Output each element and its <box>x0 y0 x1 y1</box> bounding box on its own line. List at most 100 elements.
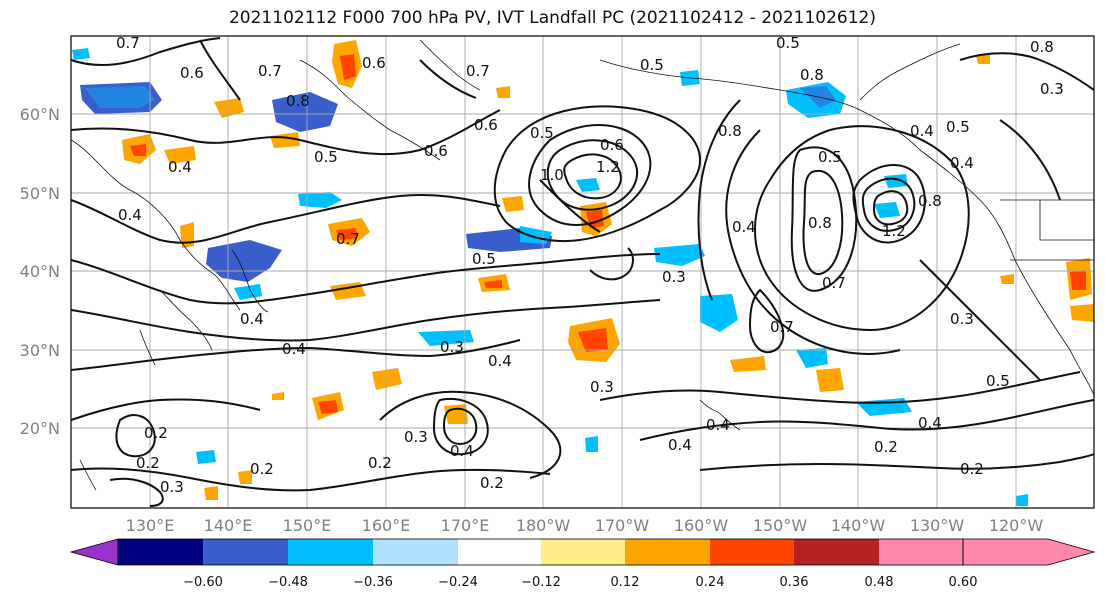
contour-label: 0.3 <box>160 478 184 496</box>
latitude-labels: 60°N 50°N 40°N 30°N 20°N <box>20 105 60 438</box>
contour-label: 0.5 <box>946 118 970 136</box>
contour-label: 0.3 <box>404 428 428 446</box>
contour-label: 0.5 <box>986 372 1010 390</box>
colorbar-segment <box>794 539 879 565</box>
contour-label: 0.7 <box>770 318 794 336</box>
contour-label: 0.4 <box>732 218 756 236</box>
colorbar-tick-label: 0.36 <box>780 575 809 590</box>
colorbar-tick-label: −0.48 <box>268 575 308 590</box>
lon-label: 140°E <box>204 516 253 535</box>
contour-label: 0.3 <box>1040 80 1064 98</box>
contour-label: 0.5 <box>530 124 554 142</box>
contour-label: 0.7 <box>466 62 490 80</box>
colorbar-segment <box>458 539 541 565</box>
colorbar-segment <box>710 539 794 565</box>
contour-label: 1.0 <box>540 166 564 184</box>
gridlines <box>71 36 1094 508</box>
colorbar-tick-label: 0.48 <box>865 575 894 590</box>
contour-label: 0.2 <box>960 460 984 478</box>
contour-label: 0.4 <box>918 414 942 432</box>
contour-label: 0.8 <box>286 92 310 110</box>
contour-label: 0.4 <box>706 416 730 434</box>
colorbar-tick-label: 0.24 <box>696 575 725 590</box>
colorbar-tick-label: −0.12 <box>521 575 561 590</box>
colorbar-ticks: −0.60 −0.48 −0.36 −0.24 −0.12 0.12 0.24 … <box>183 575 977 590</box>
lon-label: 170°W <box>595 516 650 535</box>
contour-label: 0.4 <box>668 436 692 454</box>
contour-label: 0.7 <box>822 274 846 292</box>
contour-label: 0.6 <box>600 136 624 154</box>
lon-label: 170°E <box>441 516 490 535</box>
lat-label: 40°N <box>20 262 60 281</box>
contour-label: 0.3 <box>440 338 464 356</box>
contour-label: 0.2 <box>144 424 168 442</box>
contour-label: 0.2 <box>480 474 504 492</box>
colorbar-tick-label: −0.60 <box>183 575 223 590</box>
map-frame <box>70 35 1095 509</box>
lon-label: 180°W <box>516 516 571 535</box>
colorbar-segment <box>118 539 203 565</box>
contour-label: 0.3 <box>662 268 686 286</box>
contour-label: 0.6 <box>362 54 386 72</box>
contour-label: 0.4 <box>450 442 474 460</box>
contour-label: 1.2 <box>596 158 620 176</box>
lat-label: 60°N <box>20 105 60 124</box>
contour-label: 0.6 <box>474 116 498 134</box>
contour-label: 0.6 <box>180 64 204 82</box>
contour-label: 0.4 <box>282 340 306 358</box>
colorbar-left-extension <box>71 539 118 565</box>
contour-label: 0.2 <box>874 438 898 456</box>
contour-label: 0.7 <box>258 62 282 80</box>
contour-label: 0.5 <box>314 148 338 166</box>
contour-label: 0.8 <box>718 122 742 140</box>
colorbar-segment <box>541 539 625 565</box>
contour-label: 0.5 <box>640 56 664 74</box>
colorbar-segment <box>288 539 373 565</box>
colorbar-tick-label: 0.60 <box>949 575 978 590</box>
coastlines <box>70 39 1095 491</box>
colorbar-segment <box>373 539 458 565</box>
contour-label: 0.8 <box>800 66 824 84</box>
lon-label: 150°E <box>283 516 332 535</box>
contour-label: 0.3 <box>590 378 614 396</box>
contour-label: 0.6 <box>424 142 448 160</box>
contour-label: 0.2 <box>368 454 392 472</box>
colorbar-right-extension <box>963 539 1094 565</box>
contour-label: 0.7 <box>116 34 140 52</box>
lon-label: 160°E <box>362 516 411 535</box>
colorbar-segment <box>203 539 288 565</box>
contour-label: 0.2 <box>250 460 274 478</box>
contour-label: 0.7 <box>336 230 360 248</box>
contour-label: 0.4 <box>118 206 142 224</box>
contour-label: 0.5 <box>818 148 842 166</box>
lat-label: 30°N <box>20 341 60 360</box>
contour-label: 0.5 <box>776 34 800 52</box>
contour-label: 0.8 <box>808 214 832 232</box>
contour-label: 0.2 <box>136 454 160 472</box>
colorbar-segment <box>879 539 963 565</box>
lon-label: 160°W <box>674 516 729 535</box>
contour-label: 0.8 <box>918 192 942 210</box>
contour-label: 0.4 <box>488 352 512 370</box>
contour-label: 0.4 <box>910 122 934 140</box>
colorbar-tick-label: −0.36 <box>353 575 393 590</box>
contour-label: 0.5 <box>472 250 496 268</box>
lon-label: 130°E <box>126 516 175 535</box>
colorbar-segment <box>625 539 710 565</box>
lon-label: 150°W <box>753 516 808 535</box>
pv-shading <box>72 40 1094 506</box>
map-panel: 0.7 0.6 0.8 0.6 0.7 0.5 0.4 0.6 0.4 0.7 … <box>70 34 1095 509</box>
contour-label: 1.2 <box>882 222 906 240</box>
contour-label: 0.4 <box>240 310 264 328</box>
pv-contours <box>70 37 1095 507</box>
lon-label: 140°W <box>831 516 886 535</box>
colorbar-tick-label: 0.12 <box>611 575 640 590</box>
lon-label: 130°W <box>910 516 965 535</box>
colorbar-tick-label: −0.24 <box>438 575 478 590</box>
lon-label: 120°W <box>989 516 1044 535</box>
contour-label: 0.4 <box>168 158 192 176</box>
colorbar: −0.60 −0.48 −0.36 −0.24 −0.12 0.12 0.24 … <box>69 538 1096 590</box>
lat-label: 20°N <box>20 419 60 438</box>
lat-label: 50°N <box>20 184 60 203</box>
